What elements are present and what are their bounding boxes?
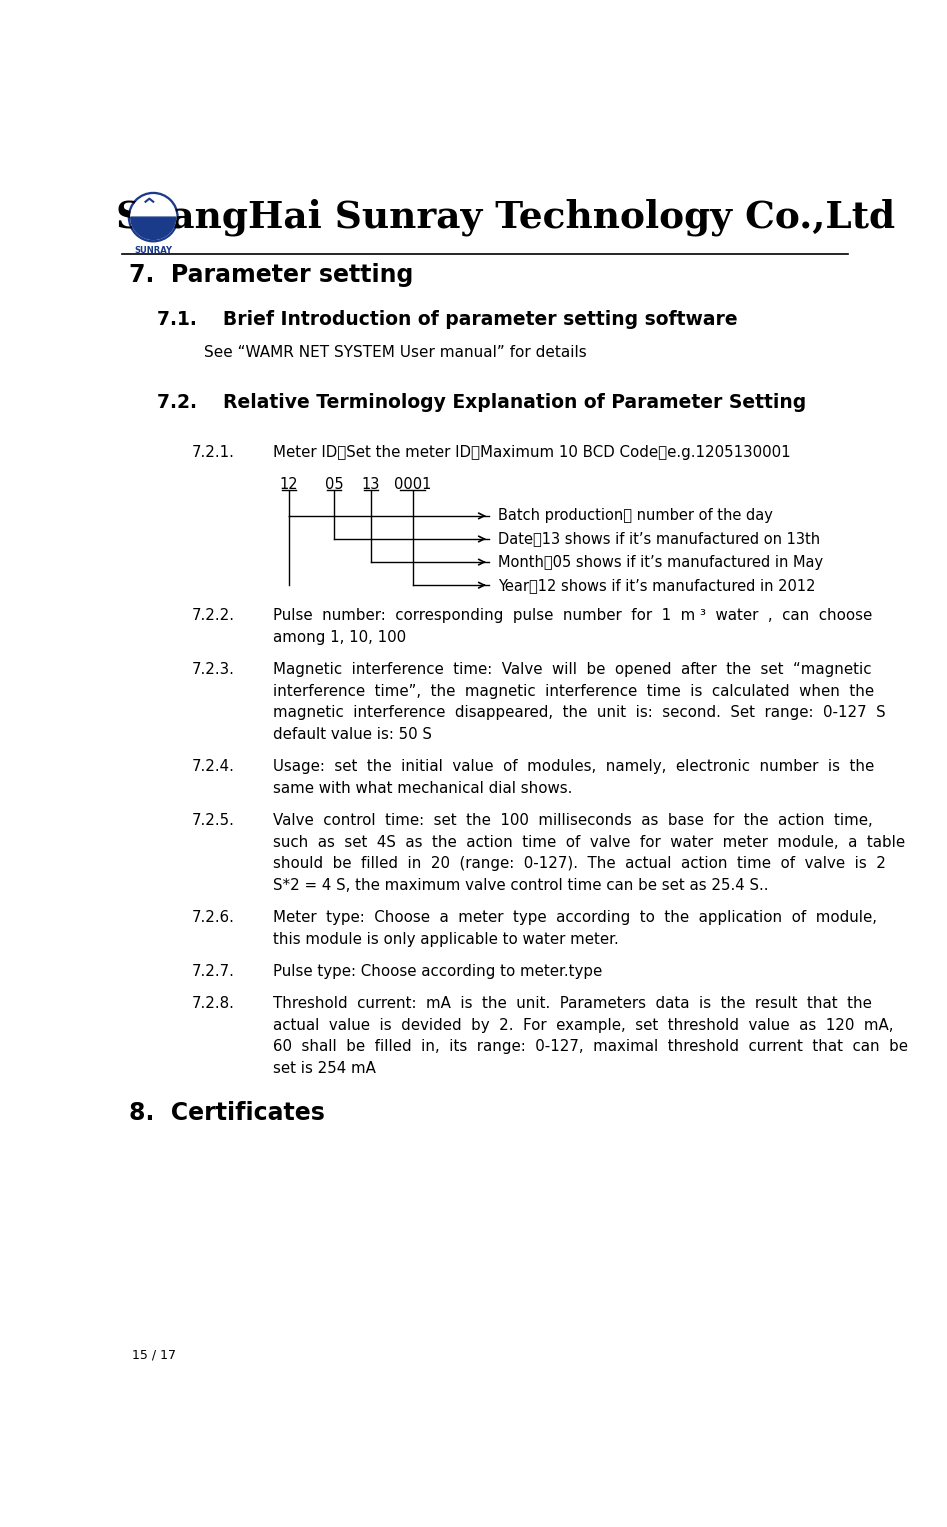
Text: S*2 = 4 S, the maximum valve control time can be set as 25.4 S..: S*2 = 4 S, the maximum valve control tim… <box>274 878 769 893</box>
Wedge shape <box>142 203 164 214</box>
Text: such  as  set  4S  as  the  action  time  of  valve  for  water  meter  module, : such as set 4S as the action time of val… <box>274 835 905 849</box>
Text: 60  shall  be  filled  in,  its  range:  0-127,  maximal  threshold  current  th: 60 shall be filled in, its range: 0-127,… <box>274 1040 908 1055</box>
Text: Pulse type: Choose according to meter.type: Pulse type: Choose according to meter.ty… <box>274 964 602 979</box>
Text: Meter ID：Set the meter ID，Maximum 10 BCD Code，e.g.1205130001: Meter ID：Set the meter ID，Maximum 10 BCD… <box>274 444 791 460</box>
Text: set is 254 mA: set is 254 mA <box>274 1061 376 1077</box>
Text: Batch production， number of the day: Batch production， number of the day <box>498 508 773 524</box>
Text: ShangHai Sunray Technology Co.,Ltd: ShangHai Sunray Technology Co.,Ltd <box>116 199 896 235</box>
Text: 7.2.2.: 7.2.2. <box>192 608 235 623</box>
Text: 7.  Parameter setting: 7. Parameter setting <box>129 263 414 287</box>
Text: 8.  Certificates: 8. Certificates <box>129 1101 325 1125</box>
Text: See “WAMR NET SYSTEM User manual” for details: See “WAMR NET SYSTEM User manual” for de… <box>204 345 586 360</box>
Text: 13: 13 <box>362 478 380 492</box>
Text: SUNRAY: SUNRAY <box>134 246 172 255</box>
Text: 7.2.7.: 7.2.7. <box>192 964 235 979</box>
Text: interference  time”,  the  magnetic  interference  time  is  calculated  when  t: interference time”, the magnetic interfe… <box>274 684 874 699</box>
Text: Date，13 shows if it’s manufactured on 13th: Date，13 shows if it’s manufactured on 13… <box>498 531 820 547</box>
Text: same with what mechanical dial shows.: same with what mechanical dial shows. <box>274 780 573 796</box>
Text: this module is only applicable to water meter.: this module is only applicable to water … <box>274 931 619 947</box>
Text: Threshold  current:  mA  is  the  unit.  Parameters  data  is  the  result  that: Threshold current: mA is the unit. Param… <box>274 996 872 1011</box>
Text: Pulse  number:  corresponding  pulse  number  for  1  m ³  water  ,  can  choose: Pulse number: corresponding pulse number… <box>274 608 872 623</box>
Text: 7.2.6.: 7.2.6. <box>192 910 235 925</box>
Text: 7.2.5.: 7.2.5. <box>192 812 235 828</box>
Text: Usage:  set  the  initial  value  of  modules,  namely,  electronic  number  is : Usage: set the initial value of modules,… <box>274 759 875 774</box>
Text: 7.2.1.: 7.2.1. <box>192 444 235 460</box>
Circle shape <box>129 192 178 241</box>
Text: 7.1.    Brief Introduction of parameter setting software: 7.1. Brief Introduction of parameter set… <box>157 310 738 330</box>
Text: magnetic  interference  disappeared,  the  unit  is:  second.  Set  range:  0-12: magnetic interference disappeared, the u… <box>274 705 886 721</box>
Text: Valve  control  time:  set  the  100  milliseconds  as  base  for  the  action  : Valve control time: set the 100 millisec… <box>274 812 873 828</box>
Text: among 1, 10, 100: among 1, 10, 100 <box>274 629 406 644</box>
Wedge shape <box>131 217 176 240</box>
Circle shape <box>131 195 176 240</box>
Text: 05: 05 <box>325 478 343 492</box>
Text: 15 / 17: 15 / 17 <box>133 1348 176 1361</box>
Text: 7.2.    Relative Terminology Explanation of Parameter Setting: 7.2. Relative Terminology Explanation of… <box>157 392 807 412</box>
Text: 7.2.8.: 7.2.8. <box>192 996 235 1011</box>
Text: Meter  type:  Choose  a  meter  type  according  to  the  application  of  modul: Meter type: Choose a meter type accordin… <box>274 910 877 925</box>
Text: Magnetic  interference  time:  Valve  will  be  opened  after  the  set  “magnet: Magnetic interference time: Valve will b… <box>274 663 872 676</box>
Text: should  be  filled  in  20  (range:  0-127).  The  actual  action  time  of  val: should be filled in 20 (range: 0-127). T… <box>274 857 886 872</box>
Text: default value is: 50 S: default value is: 50 S <box>274 727 432 742</box>
Text: 7.2.4.: 7.2.4. <box>192 759 235 774</box>
Text: Month，05 shows if it’s manufactured in May: Month，05 shows if it’s manufactured in M… <box>498 554 823 570</box>
Text: 0001: 0001 <box>394 478 432 492</box>
Text: 12: 12 <box>279 478 298 492</box>
Text: actual  value  is  devided  by  2.  For  example,  set  threshold  value  as  12: actual value is devided by 2. For exampl… <box>274 1019 894 1032</box>
Text: Year，12 shows if it’s manufactured in 2012: Year，12 shows if it’s manufactured in 20… <box>498 577 815 592</box>
Text: 7.2.3.: 7.2.3. <box>192 663 235 676</box>
